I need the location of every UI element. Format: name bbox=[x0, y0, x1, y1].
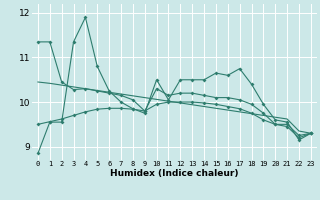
X-axis label: Humidex (Indice chaleur): Humidex (Indice chaleur) bbox=[110, 169, 239, 178]
